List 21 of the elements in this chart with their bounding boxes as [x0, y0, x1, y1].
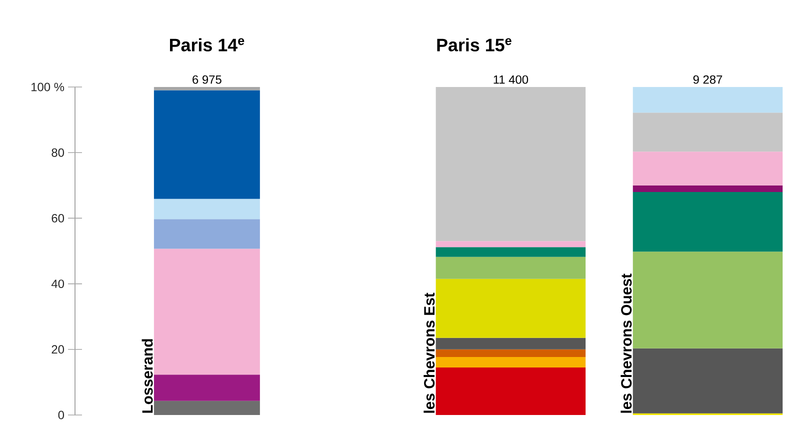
y-tick-label: 60 [52, 214, 64, 222]
chart-title: Paris 15$^{e}$ [437, 38, 512, 52]
y-tick-label: 40 [51, 280, 64, 288]
bar [154, 86, 260, 90]
text: Losserand [142, 339, 153, 413]
y-tick-label: 80 [52, 148, 64, 157]
text: 9 287 [693, 75, 722, 84]
y-tick-label: 0 [58, 410, 64, 420]
bar [154, 374, 260, 401]
y-tick-label: 100 % [31, 82, 64, 92]
chart-title: Paris 14$^{e}$ [170, 38, 244, 52]
text: 6 975 [192, 75, 222, 84]
bar [154, 198, 260, 220]
bar [154, 90, 260, 199]
text: 11 400 [494, 75, 528, 84]
bar [154, 400, 260, 415]
y-tick-label: 20 [52, 345, 64, 354]
x-tick-label: les Chevrons Est [424, 292, 435, 413]
bar [154, 248, 260, 375]
x-tick-label: les Chevrons Ouest [620, 274, 632, 413]
bar [154, 219, 260, 249]
